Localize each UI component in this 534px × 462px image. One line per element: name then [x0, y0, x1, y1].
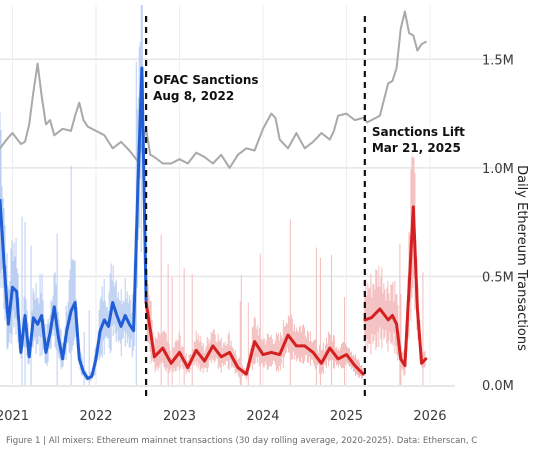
event-label: Sanctions Lift — [372, 125, 465, 139]
ethereum-transactions-line — [0, 10, 427, 169]
event-label-background — [368, 123, 455, 157]
mixers-after-lift-line — [363, 205, 428, 367]
event-label-background — [150, 71, 237, 105]
mixers-during-sanctions-line — [144, 301, 365, 376]
event-lines: OFAC Sanctions Aug 8, 2022 Sanctions Lift M… — [145, 16, 465, 400]
y-tick-label: 1.0M — [482, 162, 514, 177]
y-tick-label: 0.5M — [482, 270, 514, 285]
gridlines — [0, 5, 512, 387]
x-tick-label: 2023 — [163, 409, 196, 424]
x-tick-label: 2022 — [79, 409, 112, 424]
x-axis-ticks: 2021 2022 2023 2024 2025 2026 — [0, 409, 447, 424]
event-date: Mar 21, 2025 — [372, 141, 461, 155]
event-date: Aug 8, 2022 — [153, 89, 234, 103]
y-axis-ticks: 0.0M 0.5M 1.0M 1.5M — [482, 53, 514, 394]
x-tick-label: 2024 — [246, 409, 279, 424]
series-layer — [0, 10, 428, 380]
x-tick-label: 2025 — [330, 409, 363, 424]
x-tick-label: 2021 — [0, 409, 29, 424]
y-axis-label: Daily Ethereum Transactions — [514, 165, 529, 351]
mixers-before-sanctions-line — [0, 66, 148, 380]
figure-caption: Figure 1 | All mixers: Ethereum mainnet … — [6, 436, 478, 446]
y-tick-label: 1.5M — [482, 53, 514, 68]
x-tick-label: 2026 — [413, 409, 446, 424]
daily-spikes-before-sanctions — [0, 5, 146, 385]
event-label: OFAC Sanctions — [153, 73, 258, 87]
y-tick-label: 0.0M — [482, 379, 514, 394]
